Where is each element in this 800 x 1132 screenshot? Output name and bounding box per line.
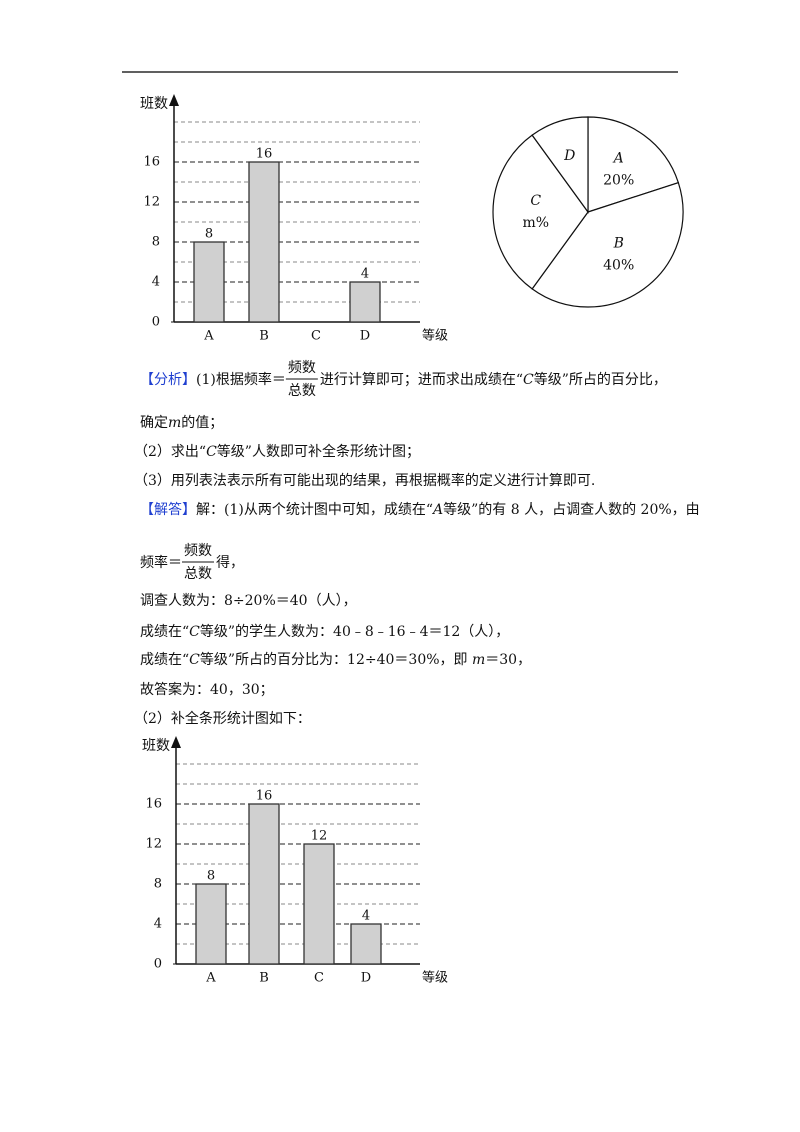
slice-label: B: [613, 235, 624, 251]
text-run: ＝30，: [485, 652, 531, 668]
analysis-line: 确定m的值；: [140, 415, 223, 431]
bar: [248, 161, 280, 323]
fraction-numerator: 频数: [288, 360, 316, 376]
text-run: C: [189, 652, 200, 668]
x-tick-label: C: [314, 971, 324, 986]
x-axis-label: 等级: [422, 328, 448, 344]
answer-tag: 【解答】: [140, 501, 196, 518]
text-run: 等级”所占的百分比，: [534, 371, 667, 388]
text-run: 等级”的学生人数为：40﹣8﹣16﹣4＝12（人），: [200, 623, 509, 640]
x-tick-label: C: [311, 329, 321, 344]
answer-line: 得，: [216, 554, 244, 571]
slice-label: D: [563, 148, 575, 164]
analysis-line: （2）求出“C等级”人数即可补全条形统计图；: [134, 443, 420, 460]
text-run: 成绩在“: [140, 652, 189, 668]
pie-slice: [587, 116, 680, 213]
x-tick-label: A: [203, 329, 214, 344]
fraction-numerator: 频数: [184, 543, 212, 559]
answer-line: 调查人数为：8÷20%＝40（人），: [140, 593, 357, 609]
y-tick-label: 12: [145, 837, 162, 852]
slice-value-label: 20%: [603, 173, 634, 189]
y-tick-label: 4: [154, 917, 162, 932]
text-run: m: [472, 652, 485, 668]
bar: [195, 883, 227, 965]
x-tick-label: B: [259, 971, 269, 986]
y-tick-label: 8: [154, 877, 162, 892]
pie-slice: [531, 116, 589, 214]
bar: [350, 923, 382, 965]
answer-line: 频率＝: [140, 554, 182, 571]
analysis-tag: 【分析】: [140, 372, 196, 388]
text-run: 确定: [140, 415, 168, 431]
pie-slice: [492, 134, 589, 290]
text-run: 等级”的有 8 人，占调查人数的 20%，由: [443, 501, 700, 518]
analysis-line: 【分析】(1)根据频率＝: [140, 371, 286, 388]
y-tick-label: 0: [152, 315, 160, 330]
value-label: 16: [256, 147, 273, 162]
slice-value-label: 40%: [603, 257, 634, 273]
fraction-denominator: 总数: [288, 383, 316, 399]
text-run: 进行计算即可；进而求出成绩在“: [320, 372, 523, 388]
answer-line: （2）补全条形统计图如下：: [134, 710, 311, 727]
bar: [248, 803, 280, 965]
y-tick-label: 4: [152, 275, 160, 290]
fraction-denominator: 总数: [184, 566, 212, 582]
text-run: C: [206, 444, 217, 460]
text-run: m: [168, 415, 181, 431]
value-label: 4: [362, 909, 370, 924]
text-run: （2）求出“: [134, 444, 206, 460]
analysis-line: （3）用列表法表示所有可能出现的结果，再根据概率的定义进行计算即可.: [134, 472, 595, 489]
axis-arrow: [169, 94, 179, 106]
x-tick-label: B: [259, 329, 269, 344]
x-axis-label: 等级: [422, 970, 448, 986]
y-tick-label: 0: [154, 957, 162, 972]
text-run: A: [431, 502, 443, 518]
value-label: 12: [311, 829, 328, 844]
value-label: 4: [361, 267, 369, 282]
value-label: 8: [205, 227, 213, 242]
y-tick-label: 16: [145, 797, 162, 812]
value-label: 16: [256, 789, 273, 804]
text-run: 等级”所占的百分比为：12÷40＝30%，即: [200, 651, 472, 668]
answer-line: 成绩在“C等级”所占的百分比为：12÷40＝30%，即 m＝30，: [140, 651, 531, 668]
text-run: 解：(1)从两个统计图中可知，成绩在“: [196, 501, 433, 518]
y-tick-label: 8: [152, 235, 160, 250]
x-tick-label: D: [360, 329, 370, 344]
analysis-line: 进行计算即可；进而求出成绩在“C等级”所占的百分比，: [320, 371, 667, 388]
slice-label: A: [612, 151, 624, 167]
y-tick-label: 16: [143, 155, 160, 170]
axis-arrow: [171, 736, 181, 748]
bar: [303, 843, 335, 965]
x-tick-label: A: [205, 971, 216, 986]
text-run: C: [523, 372, 534, 388]
text-run: (1)根据频率＝: [196, 371, 286, 388]
answer-line: 【解答】解：(1)从两个统计图中可知，成绩在“A等级”的有 8 人，占调查人数的…: [140, 501, 700, 518]
x-tick-label: D: [361, 971, 371, 986]
slice-label: C: [530, 193, 541, 209]
pie-slice: [531, 181, 684, 308]
text-run: 的值；: [181, 415, 223, 431]
bar: [349, 281, 381, 323]
y-tick-label: 12: [143, 195, 160, 210]
slice-value-label: m%: [522, 215, 549, 231]
y-axis-label: 班数: [140, 96, 168, 112]
answer-line: 成绩在“C等级”的学生人数为：40﹣8﹣16﹣4＝12（人），: [140, 623, 509, 640]
text-run: 等级”人数即可补全条形统计图；: [217, 443, 420, 460]
answer-line: 故答案为：40，30；: [140, 681, 274, 698]
text-run: 成绩在“: [140, 624, 189, 640]
value-label: 8: [207, 869, 215, 884]
y-axis-label: 班数: [142, 738, 170, 754]
text-run: C: [189, 624, 200, 640]
bar: [193, 241, 225, 323]
